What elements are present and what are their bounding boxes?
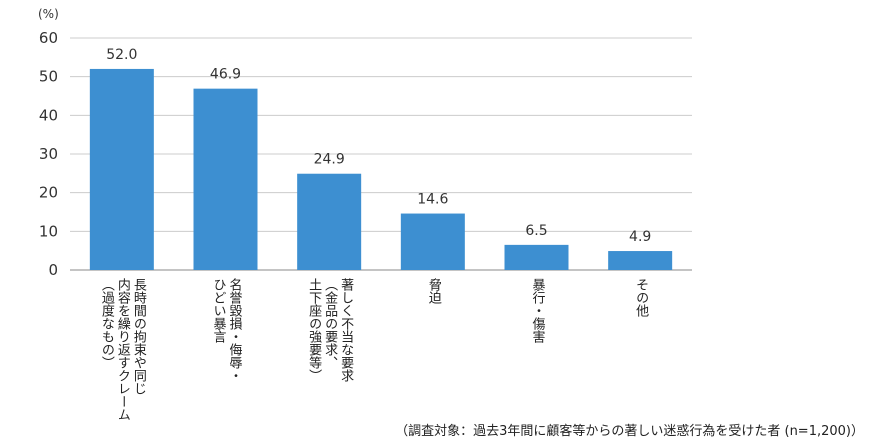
category-label: その他 bbox=[632, 278, 648, 448]
y-tick-label: 30 bbox=[39, 145, 58, 163]
category-label-line: （過度なもの） bbox=[98, 278, 114, 369]
category-label-line: 名誉毀損・侮辱・ bbox=[226, 278, 242, 382]
y-axis-unit-label: (%) bbox=[38, 7, 59, 21]
bar bbox=[504, 244, 569, 270]
category-label-line: 著しく不当な要求 bbox=[338, 278, 354, 382]
bar bbox=[89, 68, 154, 270]
category-label: 長時間の拘束や同じ 内容を繰り返すクレーム （過度なもの） bbox=[98, 278, 146, 448]
category-label: 名誉毀損・侮辱・ ひどい暴言 bbox=[210, 278, 242, 448]
bar bbox=[297, 173, 362, 270]
category-label-line: 長時間の拘束や同じ bbox=[130, 278, 146, 395]
y-tick-label: 40 bbox=[39, 106, 58, 124]
y-tick-label: 0 bbox=[48, 261, 58, 279]
category-label-line: ひどい暴言 bbox=[210, 278, 226, 343]
category-label-line: 土下座の強要等） bbox=[306, 278, 322, 382]
category-label: 暴行・傷害 bbox=[529, 278, 545, 448]
category-label: 著しく不当な要求 （金品の要求、 土下座の強要等） bbox=[305, 278, 353, 448]
y-tick-label: 50 bbox=[39, 68, 58, 86]
data-label: 24.9 bbox=[314, 152, 345, 168]
category-label-line: 脅迫 bbox=[425, 278, 441, 304]
y-tick-label: 10 bbox=[39, 222, 58, 240]
data-label: 52.0 bbox=[106, 47, 137, 63]
category-label-line: その他 bbox=[633, 278, 649, 317]
y-tick-label: 60 bbox=[39, 29, 58, 47]
category-label-line: 内容を繰り返すクレーム bbox=[114, 278, 130, 421]
data-label: 6.5 bbox=[525, 223, 547, 239]
bar bbox=[193, 88, 258, 270]
footnote: （調査対象：過去3年間に顧客等からの著しい迷惑行為を受けた者 (n=1,200)… bbox=[395, 424, 864, 439]
category-label-line: （金品の要求、 bbox=[322, 278, 338, 369]
bar bbox=[608, 251, 673, 270]
data-label: 14.6 bbox=[417, 192, 448, 208]
data-label: 4.9 bbox=[629, 229, 651, 245]
category-label: 脅迫 bbox=[425, 278, 441, 448]
data-label: 46.9 bbox=[210, 67, 241, 83]
y-tick-label: 20 bbox=[39, 184, 58, 202]
bar bbox=[400, 213, 465, 270]
category-label-line: 暴行・傷害 bbox=[529, 278, 545, 343]
